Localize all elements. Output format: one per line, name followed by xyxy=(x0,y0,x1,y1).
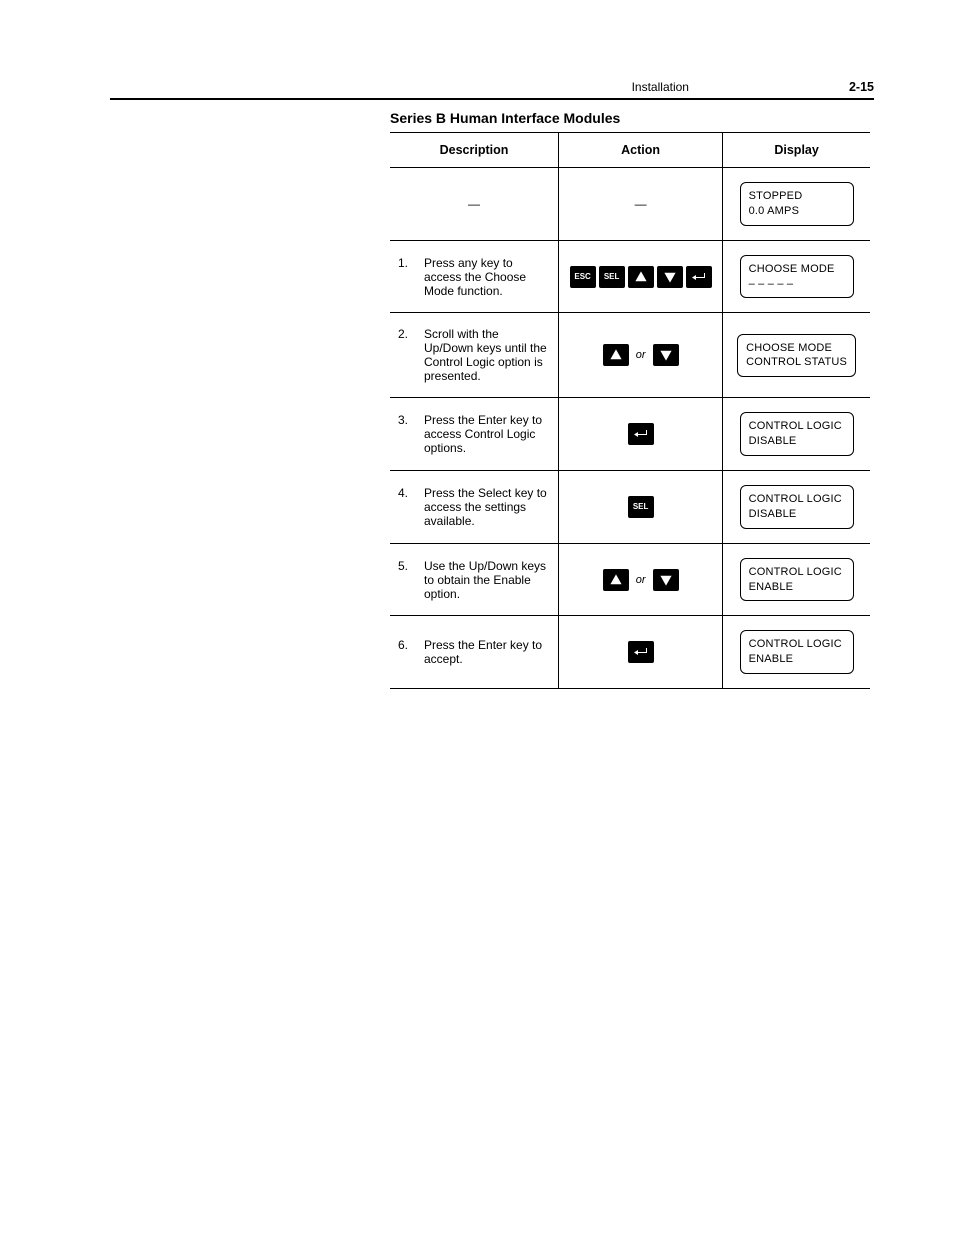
step-number: 3. xyxy=(398,413,414,455)
action-keys: ESCSEL xyxy=(570,266,712,288)
sel-key-icon: SEL xyxy=(628,496,654,518)
display-line: CONTROL LOGIC xyxy=(749,565,845,580)
description-flex: 6. Press the Enter key to accept. xyxy=(398,638,550,666)
display-cell: CONTROL LOGICENABLE xyxy=(723,616,870,689)
table-row: 4.Press the Select key to access the set… xyxy=(390,471,870,544)
description-flex: 5.Use the Up/Down keys to obtain the Ena… xyxy=(398,559,550,601)
description-flex: 4.Press the Select key to access the set… xyxy=(398,486,550,528)
display-line: 0.0 AMPS xyxy=(749,204,845,219)
display-box: STOPPED0.0 AMPS xyxy=(740,182,854,226)
display-line: STOPPED xyxy=(749,189,845,204)
display-line: CHOOSE MODE xyxy=(746,341,847,356)
action-cell xyxy=(559,616,723,689)
hmi-table: Description Action Display — — STOPPED0.0 … xyxy=(390,132,870,689)
action-cell: or xyxy=(559,313,723,398)
display-cell: CONTROL LOGICDISABLE xyxy=(723,471,870,544)
or-label: or xyxy=(632,349,650,361)
or-label: or xyxy=(632,574,650,586)
down-key-icon xyxy=(653,569,679,591)
step-text: Press any key to access the Choose Mode … xyxy=(424,256,550,298)
display-cell: STOPPED0.0 AMPS xyxy=(723,168,870,241)
display-line: CONTROL STATUS xyxy=(746,355,847,370)
enter-key-icon xyxy=(686,266,712,288)
display-line: CONTROL LOGIC xyxy=(749,637,845,652)
enter-key-icon xyxy=(628,423,654,445)
action-keys: or xyxy=(603,344,679,366)
action-cell xyxy=(559,398,723,471)
description-flex: 1.Press any key to access the Choose Mod… xyxy=(398,256,550,298)
description-cell: 5.Use the Up/Down keys to obtain the Ena… xyxy=(390,543,559,616)
description-cell: 6. Press the Enter key to accept. xyxy=(390,616,559,689)
table-title: Series B Human Interface Modules xyxy=(390,110,874,126)
step-number: 6. xyxy=(398,638,414,666)
display-box: CONTROL LOGICDISABLE xyxy=(740,412,854,456)
col-display-header: Display xyxy=(723,133,870,168)
description-cell: 4.Press the Select key to access the set… xyxy=(390,471,559,544)
display-line: CHOOSE MODE xyxy=(749,262,845,277)
display-cell: CONTROL LOGICDISABLE xyxy=(723,398,870,471)
up-key-icon xyxy=(603,344,629,366)
table-row: 6. Press the Enter key to accept. CONTROL … xyxy=(390,616,870,689)
down-key-icon xyxy=(653,344,679,366)
up-key-icon xyxy=(628,266,654,288)
display-line: CONTROL LOGIC xyxy=(749,492,845,507)
sel-key-icon: SEL xyxy=(599,266,625,288)
col-action-header: Action xyxy=(559,133,723,168)
action-keys: or xyxy=(603,569,679,591)
action-cell: — xyxy=(559,168,723,241)
step-number: 1. xyxy=(398,256,414,298)
display-box: CHOOSE MODECONTROL STATUS xyxy=(737,334,856,378)
action-keys: — xyxy=(567,197,714,211)
table-row: 2.Scroll with the Up/Down keys until the… xyxy=(390,313,870,398)
page: Installation 2-15 Series B Human Interfa… xyxy=(0,0,954,1235)
esc-key-icon: ESC xyxy=(570,266,596,288)
enter-key-icon xyxy=(628,641,654,663)
display-cell: CHOOSE MODE– – – – – xyxy=(723,240,870,313)
display-line: – – – – – xyxy=(749,277,845,292)
content-area: Series B Human Interface Modules Descrip… xyxy=(390,110,874,689)
table-row: — — STOPPED0.0 AMPS xyxy=(390,168,870,241)
description-flex: 2.Scroll with the Up/Down keys until the… xyxy=(398,327,550,383)
step-text: Use the Up/Down keys to obtain the Enabl… xyxy=(424,559,550,601)
description-flex: 3.Press the Enter key to access Control … xyxy=(398,413,550,455)
action-keys xyxy=(628,423,654,445)
display-line: DISABLE xyxy=(749,434,845,449)
action-cell: ESCSEL xyxy=(559,240,723,313)
display-box: CONTROL LOGICENABLE xyxy=(740,630,854,674)
table-row: 1.Press any key to access the Choose Mod… xyxy=(390,240,870,313)
table-row: 5.Use the Up/Down keys to obtain the Ena… xyxy=(390,543,870,616)
description-cell: 1.Press any key to access the Choose Mod… xyxy=(390,240,559,313)
action-cell: SEL xyxy=(559,471,723,544)
step-text: Press the Select key to access the setti… xyxy=(424,486,550,528)
display-line: CONTROL LOGIC xyxy=(749,419,845,434)
action-keys xyxy=(628,641,654,663)
description-cell: — xyxy=(390,168,559,241)
step-number: 5. xyxy=(398,559,414,601)
display-box: CONTROL LOGICDISABLE xyxy=(740,485,854,529)
table-header-row: Description Action Display xyxy=(390,133,870,168)
display-line: DISABLE xyxy=(749,507,845,522)
step-text: Scroll with the Up/Down keys until the C… xyxy=(424,327,550,383)
page-number: 2-15 xyxy=(849,80,874,94)
action-cell: or xyxy=(559,543,723,616)
up-key-icon xyxy=(603,569,629,591)
display-box: CHOOSE MODE– – – – – xyxy=(740,255,854,299)
description-cell: 3.Press the Enter key to access Control … xyxy=(390,398,559,471)
display-cell: CONTROL LOGICENABLE xyxy=(723,543,870,616)
step-number: 2. xyxy=(398,327,414,383)
section-name: Installation xyxy=(632,80,689,94)
table-row: 3.Press the Enter key to access Control … xyxy=(390,398,870,471)
step-text: Press the Enter key to access Control Lo… xyxy=(424,413,550,455)
down-key-icon xyxy=(657,266,683,288)
step-number: 4. xyxy=(398,486,414,528)
page-header: Installation 2-15 xyxy=(110,80,874,100)
col-description-header: Description xyxy=(390,133,559,168)
display-line: ENABLE xyxy=(749,580,845,595)
action-keys: SEL xyxy=(628,496,654,518)
description-cell: 2.Scroll with the Up/Down keys until the… xyxy=(390,313,559,398)
display-box: CONTROL LOGICENABLE xyxy=(740,558,854,602)
step-text: Press the Enter key to accept. xyxy=(424,638,550,666)
display-line: ENABLE xyxy=(749,652,845,667)
display-cell: CHOOSE MODECONTROL STATUS xyxy=(723,313,870,398)
